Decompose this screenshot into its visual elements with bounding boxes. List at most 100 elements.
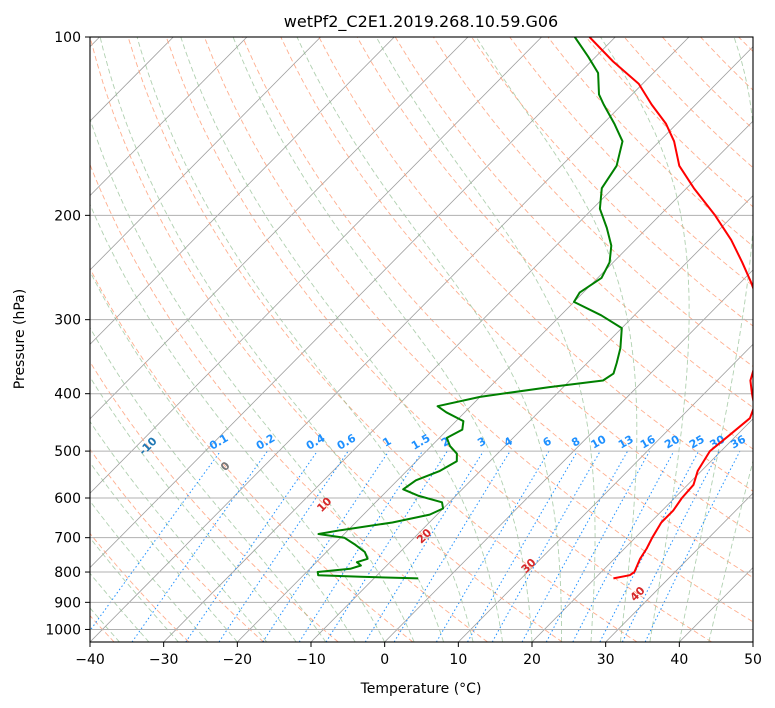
mixing-ratio-line bbox=[185, 450, 318, 642]
moist-adiabat-line bbox=[90, 326, 327, 642]
isotherm-line bbox=[384, 269, 753, 642]
moist-adiabat-line bbox=[475, 37, 638, 642]
moist-adiabat-line bbox=[708, 458, 753, 642]
mixing-ratio-line bbox=[262, 450, 390, 642]
y-axis: 100 200 300 400 500 600 700 800 900 1000 bbox=[45, 30, 90, 638]
moist-adiabat-line bbox=[375, 37, 596, 642]
mixing-ratio-label: 10 bbox=[589, 432, 609, 451]
y-tick-label: 100 bbox=[54, 30, 81, 46]
dry-adiabat-line bbox=[700, 37, 753, 91]
isotherm-line bbox=[458, 343, 753, 642]
x-tick-label: 10 bbox=[449, 652, 467, 668]
y-tick-label: 200 bbox=[54, 208, 81, 224]
mixing-ratio-line bbox=[644, 450, 741, 642]
dry-adiabat-label: -10 bbox=[136, 434, 159, 457]
mixing-ratio-line bbox=[218, 450, 349, 642]
isotherm-line bbox=[163, 46, 753, 642]
moist-adiabat-line bbox=[99, 37, 445, 642]
x-tick-label: −10 bbox=[296, 652, 326, 668]
dry-adiabat-line bbox=[280, 37, 753, 535]
y-tick-label: 700 bbox=[54, 531, 81, 547]
x-tick-label: 30 bbox=[597, 652, 615, 668]
profile-lines bbox=[316, 37, 753, 580]
dry-adiabat-line bbox=[165, 37, 712, 642]
dry-adiabat-label: -20 bbox=[55, 402, 78, 425]
isotherm-line bbox=[90, 37, 690, 642]
isotherm-line bbox=[237, 120, 753, 642]
mixing-ratio-label: 1.5 bbox=[409, 432, 432, 453]
mixing-ratio-label: 16 bbox=[638, 432, 658, 451]
x-tick-label: −20 bbox=[223, 652, 253, 668]
moist-adiabat-line bbox=[90, 420, 268, 642]
mixing-ratio-line bbox=[393, 450, 511, 642]
temperature-profile-line bbox=[588, 37, 753, 580]
y-tick-label: 300 bbox=[54, 313, 81, 329]
x-tick-label: 20 bbox=[523, 652, 541, 668]
dry-adiabat-line bbox=[90, 163, 488, 642]
dry-adiabat-line bbox=[509, 37, 753, 287]
moist-adiabat-line bbox=[90, 203, 386, 642]
mixing-ratio-line bbox=[545, 450, 651, 642]
x-axis-title: Temperature (°C) bbox=[360, 681, 482, 697]
mixing-ratio-line bbox=[491, 450, 601, 642]
mixing-ratio-label: 3 bbox=[475, 435, 488, 450]
isotherm-line bbox=[90, 37, 395, 345]
isotherm-line bbox=[90, 37, 542, 494]
moist-adiabat-line bbox=[678, 37, 753, 642]
plot-frame bbox=[89, 36, 754, 643]
moist-adiabat-line bbox=[90, 270, 356, 642]
dry-adiabat-label: 40 bbox=[628, 584, 648, 604]
mixing-ratio-line bbox=[298, 450, 423, 642]
mixing-ratio-label: 1 bbox=[380, 435, 393, 450]
y-tick-label: 1000 bbox=[45, 622, 81, 638]
dry-adiabat-line bbox=[127, 37, 638, 642]
isotherm-line bbox=[90, 37, 469, 420]
mixing-ratio-line bbox=[599, 450, 700, 642]
x-tick-label: 0 bbox=[380, 652, 389, 668]
y-tick-label: 500 bbox=[54, 444, 81, 460]
mixing-ratio-label: 25 bbox=[687, 433, 707, 452]
isotherm-line bbox=[752, 641, 753, 642]
dry-adiabat-line bbox=[90, 448, 264, 642]
moist-adiabat-line bbox=[90, 461, 238, 642]
dry-adiabat-label: 0 bbox=[218, 459, 233, 474]
dry-adiabat-line bbox=[90, 532, 190, 642]
mixing-ratio-line bbox=[572, 450, 675, 642]
x-tick-label: 50 bbox=[744, 652, 762, 668]
mixing-ratio-label: 30 bbox=[707, 432, 727, 451]
moist-adiabat-line bbox=[136, 37, 474, 642]
isotherm-line bbox=[90, 37, 248, 197]
y-tick-label: 900 bbox=[54, 595, 81, 611]
isotherm-line bbox=[310, 194, 753, 642]
dry-adiabat-line bbox=[90, 267, 414, 642]
moist-adiabat-line bbox=[90, 376, 297, 642]
x-tick-label: 40 bbox=[670, 652, 688, 668]
dry-adiabat-line bbox=[471, 37, 753, 327]
y-tick-label: 400 bbox=[54, 387, 81, 403]
isotherm-line bbox=[679, 567, 753, 642]
moist-adiabat-line bbox=[296, 37, 562, 642]
y-tick-label: 600 bbox=[54, 491, 81, 507]
mixing-ratio-line bbox=[325, 450, 448, 642]
dry-adiabat-line bbox=[203, 37, 753, 623]
mixing-ratio-label: 36 bbox=[728, 432, 748, 451]
mixing-ratio-label: 8 bbox=[569, 435, 582, 450]
dry-adiabat-line bbox=[738, 37, 753, 53]
mixing-ratio-line bbox=[435, 450, 550, 642]
mixing-ratio-line bbox=[621, 450, 720, 642]
isotherm-line bbox=[90, 37, 616, 569]
x-tick-label: −30 bbox=[149, 652, 179, 668]
plot-area bbox=[90, 37, 753, 642]
mixing-ratio-line bbox=[364, 450, 484, 642]
mixing-ratio-label: 13 bbox=[616, 433, 636, 452]
mixing-ratio-label: 6 bbox=[541, 434, 554, 449]
x-tick-label: −40 bbox=[75, 652, 105, 668]
y-tick-label: 800 bbox=[54, 565, 81, 581]
dry-adiabat-label: 20 bbox=[414, 526, 434, 546]
y-axis-title: Pressure (hPa) bbox=[12, 289, 28, 389]
x-axis: −40 −30 −20 −10 0 10 20 30 40 50 bbox=[75, 642, 762, 668]
isotherm-line bbox=[605, 492, 753, 642]
dry-adiabat-line bbox=[661, 37, 753, 130]
